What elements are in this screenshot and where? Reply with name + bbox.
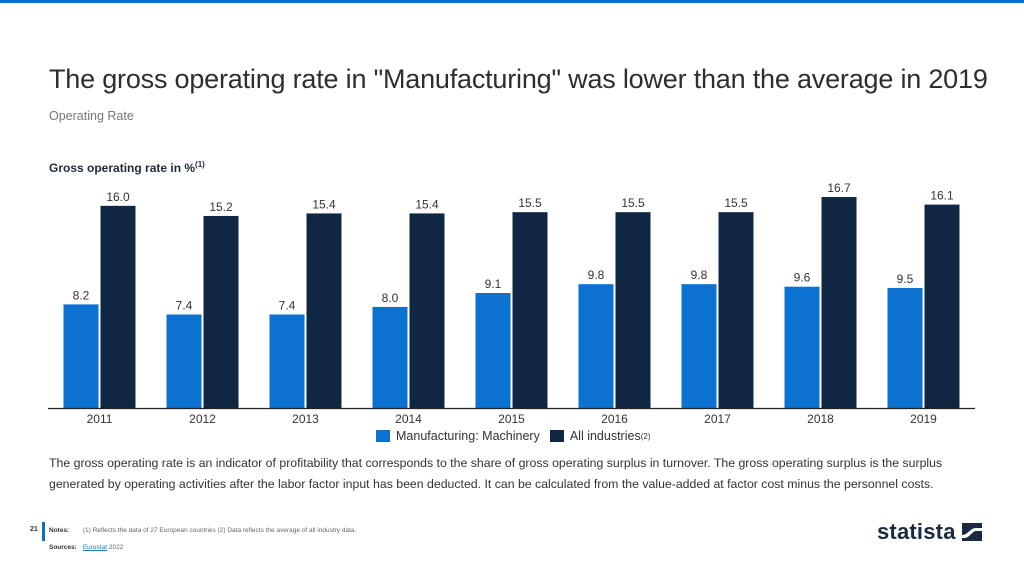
legend-label: Manufacturing: Machinery <box>396 429 540 443</box>
bar-manufacturing-2012[interactable] <box>166 314 202 408</box>
chart-title-footnote: (1) <box>195 160 205 169</box>
notes-label: Notes: <box>49 527 70 534</box>
legend-item-all-industries[interactable]: All industries (2) <box>549 429 651 443</box>
data-label: 15.4 <box>312 197 336 211</box>
footer-sources: Sources: Eurostat 2022 <box>49 544 123 551</box>
data-label: 8.0 <box>382 291 399 305</box>
data-label: 9.8 <box>691 268 708 282</box>
bar-manufacturing-2015[interactable] <box>475 293 511 408</box>
bar-all-industries-2011[interactable] <box>100 205 136 408</box>
data-label: 16.7 <box>827 181 851 195</box>
bar-all-industries-2012[interactable] <box>203 215 239 408</box>
chart-description: The gross operating rate is an indicator… <box>49 456 943 491</box>
data-label: 15.5 <box>518 196 542 210</box>
data-label: 9.8 <box>588 268 605 282</box>
bar-chart: 8.2 16.0 2011 7.4 15.2 2012 7.4 15.4 2013 8.0 15.4… <box>48 181 975 426</box>
data-label: 9.1 <box>485 277 502 291</box>
x-tick-label: 2012 <box>189 412 216 426</box>
legend-label: All industries <box>569 429 641 443</box>
bar-all-industries-2014[interactable] <box>409 213 445 408</box>
bar-all-industries-2019[interactable] <box>924 204 960 408</box>
bar-all-industries-2015[interactable] <box>512 212 548 408</box>
legend-swatch-all-industries <box>549 430 564 442</box>
data-label: 7.4 <box>176 299 193 313</box>
footer-notes: Notes: (1) Reflects the data of 27 Europ… <box>49 527 356 534</box>
bar-manufacturing-2019[interactable] <box>887 287 923 408</box>
chart-title: Gross operating rate in %(1) <box>49 160 205 175</box>
bar-manufacturing-2018[interactable] <box>784 286 820 408</box>
bar-manufacturing-2011[interactable] <box>63 304 99 408</box>
data-label: 15.4 <box>415 197 439 211</box>
bar-all-industries-2017[interactable] <box>718 212 754 408</box>
top-accent-bar <box>0 0 1024 3</box>
data-label: 16.1 <box>930 189 954 203</box>
x-tick-label: 2018 <box>807 412 834 426</box>
chart-title-text: Gross operating rate in % <box>49 161 196 175</box>
logo-text: statista <box>877 519 956 544</box>
sources-label: Sources: <box>49 544 77 551</box>
statista-logo-icon <box>961 523 982 541</box>
bar-manufacturing-2013[interactable] <box>269 314 305 408</box>
page-number: 21 <box>30 526 38 533</box>
data-label: 15.2 <box>209 200 233 214</box>
footer-accent-bar <box>42 522 45 541</box>
legend-swatch-manufacturing <box>376 430 390 442</box>
bar-manufacturing-2017[interactable] <box>681 284 717 408</box>
x-tick-label: 2011 <box>87 412 113 426</box>
x-tick-label: 2013 <box>292 412 319 426</box>
source-year: 2022 <box>108 544 124 551</box>
x-tick-label: 2019 <box>910 412 937 426</box>
bar-all-industries-2013[interactable] <box>306 213 342 408</box>
x-tick-label: 2015 <box>498 412 525 426</box>
data-label: 8.2 <box>73 288 90 302</box>
data-label: 15.5 <box>724 196 748 210</box>
data-label: 15.5 <box>621 196 645 210</box>
data-label: 9.6 <box>794 271 811 285</box>
data-label: 16.0 <box>106 190 130 204</box>
bar-all-industries-2016[interactable] <box>615 212 651 408</box>
bar-manufacturing-2014[interactable] <box>372 306 408 408</box>
statista-logo[interactable]: statista <box>877 519 982 545</box>
legend-item-manufacturing[interactable]: Manufacturing: Machinery <box>376 429 540 443</box>
bar-all-industries-2018[interactable] <box>821 197 857 408</box>
x-tick-label: 2016 <box>601 412 628 426</box>
page-subtitle: Operating Rate <box>49 109 134 123</box>
data-label: 7.4 <box>279 299 296 313</box>
legend-footnote: (2) <box>640 431 651 441</box>
page-title: The gross operating rate in "Manufacturi… <box>49 64 988 94</box>
source-link[interactable]: Eurostat <box>82 544 108 551</box>
chart-legend: Manufacturing: Machinery All industries(… <box>376 429 660 443</box>
x-tick-label: 2017 <box>704 412 731 426</box>
data-label: 9.5 <box>897 272 914 286</box>
bar-manufacturing-2016[interactable] <box>578 284 614 408</box>
notes-text: (1) Reflects the data of 27 European cou… <box>82 527 357 534</box>
x-tick-label: 2014 <box>395 412 422 426</box>
